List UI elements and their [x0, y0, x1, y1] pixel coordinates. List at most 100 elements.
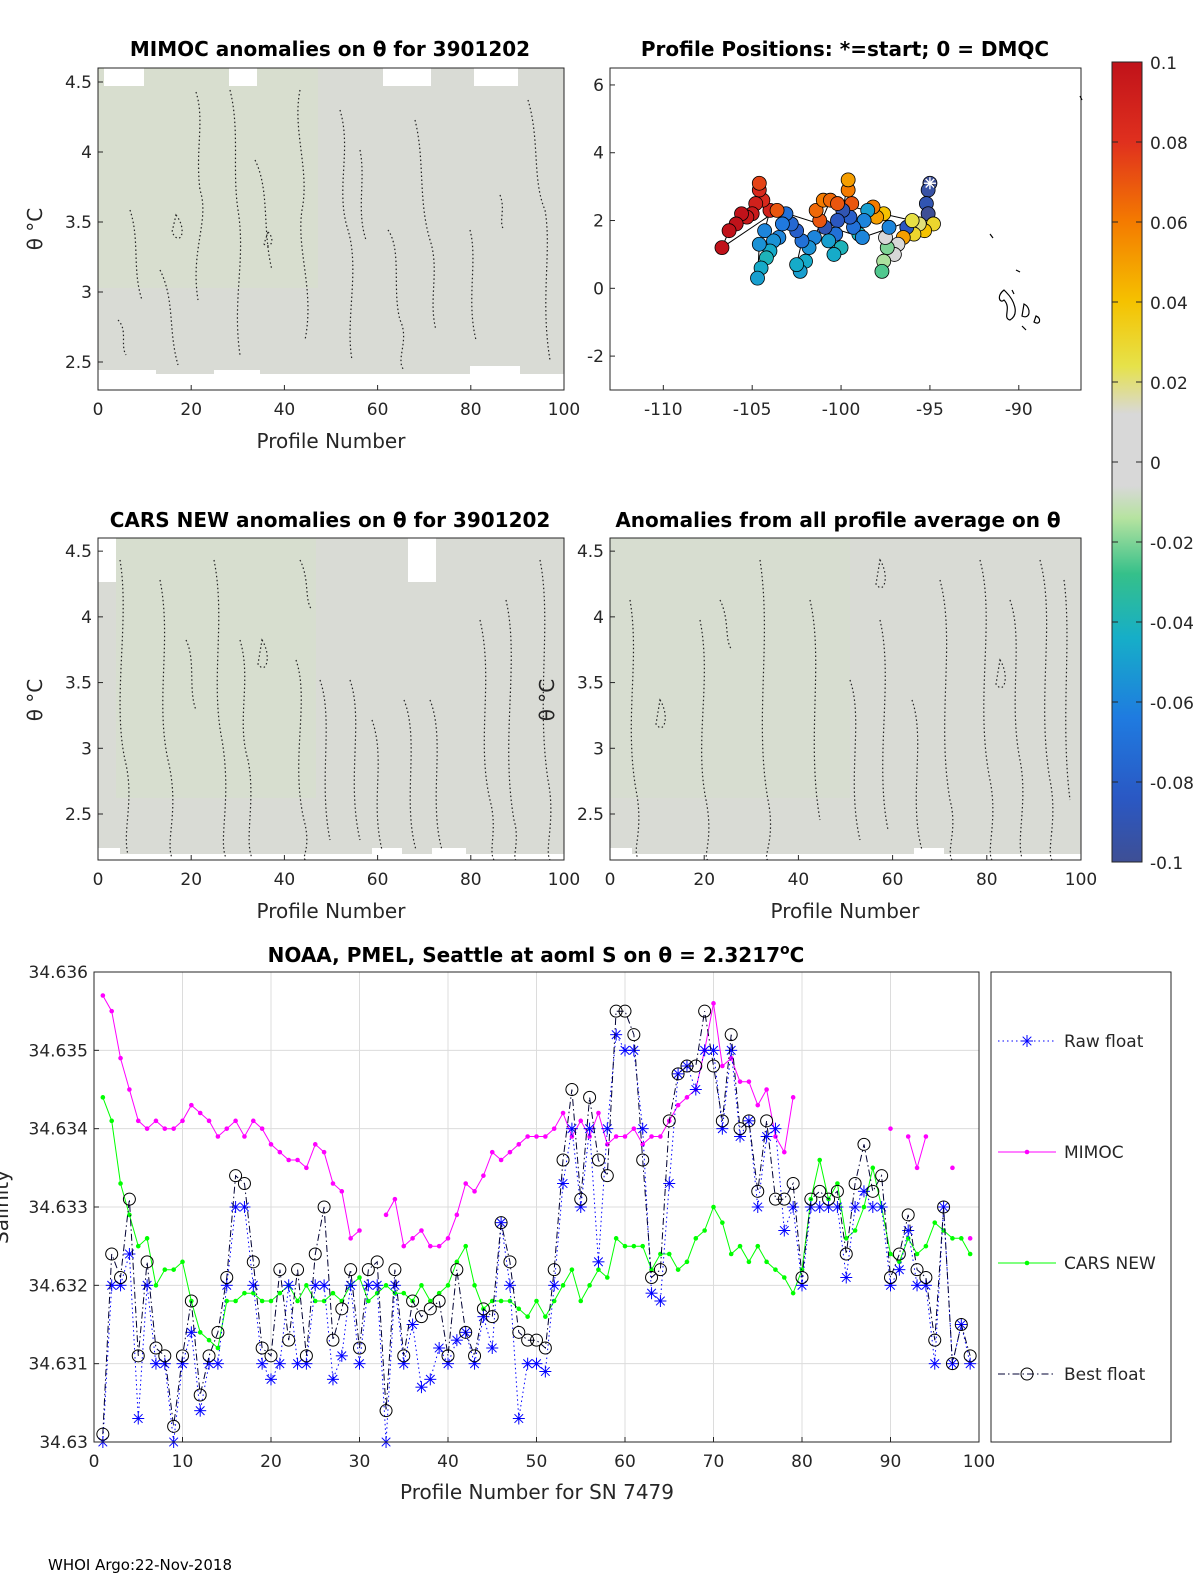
data-point-raw-float — [353, 1357, 366, 1370]
data-point-raw-float — [601, 1122, 614, 1135]
data-point-raw-float — [238, 1201, 251, 1213]
data-point-cars-new — [330, 1290, 336, 1296]
data-point-best-float — [583, 1090, 597, 1104]
data-point-best-float — [857, 1137, 871, 1151]
mimoc-gap — [104, 68, 144, 86]
mimoc-contours — [117, 89, 551, 371]
cars-xtick-label: 100 — [548, 870, 580, 890]
legend-item-mimoc: MIMOC — [998, 1143, 1124, 1163]
data-point-mimoc — [251, 1118, 256, 1124]
data-point-mimoc — [543, 1134, 548, 1139]
data-point-best-float — [591, 1153, 605, 1167]
data-point-best-float — [494, 1216, 508, 1230]
salinity-panel: NOAA, PMEL, Seattle at aoml S on θ = 2.3… — [0, 942, 1172, 1504]
data-point-mimoc — [428, 1243, 433, 1249]
data-point-best-float — [512, 1325, 526, 1339]
legend: Raw float MIMOC CARS NEW Best float — [990, 971, 1172, 1443]
data-point-raw-float — [928, 1357, 941, 1370]
positions-ytick-label: -2 — [587, 347, 604, 367]
data-point-best-float — [937, 1200, 951, 1214]
data-point-mimoc — [100, 993, 106, 998]
cars-xtick-label: 40 — [274, 870, 296, 890]
data-point-raw-float — [247, 1279, 260, 1292]
data-point-cars-new — [109, 1118, 114, 1124]
cars-ytick-label: 3.5 — [65, 674, 92, 694]
data-point-best-float — [353, 1341, 366, 1355]
footer-note: WHOI Argo:22-Nov-2018 — [48, 1556, 232, 1574]
data-point-mimoc — [171, 1126, 176, 1131]
data-point-best-float — [919, 1271, 933, 1284]
avg-gap — [914, 848, 944, 860]
data-point-mimoc — [268, 1142, 274, 1147]
data-point-best-float — [335, 1302, 349, 1316]
cars-ylabel: θ °C — [23, 679, 47, 722]
positions-ytick-label: 4 — [593, 144, 604, 164]
avg-xtick-label: 20 — [693, 870, 715, 890]
data-point-mimoc — [401, 1243, 407, 1249]
data-point-mimoc — [162, 1126, 168, 1131]
data-point-cars-new — [162, 1267, 168, 1272]
data-point-raw-float — [645, 1287, 658, 1300]
data-point-cars-new — [923, 1243, 929, 1249]
data-point-raw-float — [433, 1342, 446, 1354]
data-point-best-float — [707, 1059, 720, 1073]
data-point-cars-new — [428, 1298, 433, 1304]
data-point-best-float — [202, 1349, 216, 1363]
data-point-best-float — [149, 1341, 163, 1355]
data-point-cars-new — [861, 1204, 867, 1210]
data-point-best-float — [397, 1349, 411, 1363]
data-point-best-float — [698, 1004, 712, 1018]
avg-xtick-label: 40 — [788, 870, 810, 890]
data-point-cars-new — [507, 1298, 513, 1304]
data-point-cars-new — [622, 1243, 628, 1249]
data-point-best-float — [237, 1177, 251, 1190]
salinity-xtick-label: 70 — [703, 1452, 725, 1472]
data-point-cars-new — [197, 1330, 203, 1335]
data-point-best-float — [574, 1192, 588, 1206]
data-point-best-float — [246, 1255, 260, 1269]
profile-position-marker — [881, 219, 897, 235]
data-point-cars-new — [950, 1236, 955, 1241]
cars-title: CARS NEW anomalies on θ for 3901202 — [110, 508, 551, 532]
data-point-raw-float — [503, 1279, 516, 1292]
data-point-best-float — [786, 1177, 800, 1190]
series-line-best-float — [102, 1010, 971, 1435]
profile-position-marker — [751, 236, 767, 252]
data-point-raw-float — [840, 1271, 853, 1284]
data-point-best-float — [406, 1294, 420, 1308]
data-point-cars-new — [312, 1298, 318, 1304]
data-point-cars-new — [543, 1314, 548, 1319]
coastline — [989, 95, 1083, 331]
data-point-best-float — [875, 1169, 889, 1183]
data-point-mimoc — [613, 1134, 619, 1139]
data-point-raw-float — [512, 1412, 525, 1425]
data-point-best-float — [441, 1349, 455, 1363]
data-point-best-float — [768, 1192, 782, 1206]
data-point-raw-float — [849, 1201, 862, 1213]
data-point-mimoc — [888, 1126, 893, 1131]
data-point-raw-float — [689, 1083, 702, 1096]
mimoc-gap — [474, 68, 518, 86]
data-point-mimoc — [711, 1001, 716, 1006]
data-point-cars-new — [605, 1275, 610, 1280]
data-point-cars-new — [932, 1220, 938, 1225]
colorbar: 0.1 0.08 0.06 0.04 0.02 0 -0.02 -0.04 -0.06 -0.08… — [1111, 54, 1194, 874]
data-point-raw-float — [902, 1224, 915, 1237]
cars-gap — [408, 538, 436, 582]
data-point-best-float — [724, 1028, 738, 1042]
data-point-raw-float — [450, 1334, 463, 1347]
data-point-cars-new — [436, 1290, 442, 1296]
data-point-raw-float — [937, 1201, 950, 1213]
profile-position-marker — [750, 270, 765, 286]
data-point-raw-float — [415, 1381, 428, 1394]
positions-xtick-label: -100 — [822, 400, 861, 420]
data-point-cars-new — [728, 1251, 734, 1257]
avg-xtick-label: 0 — [605, 870, 616, 890]
profile-position-marker — [830, 196, 845, 211]
positions-axes — [609, 67, 1082, 391]
salinity-xtick-label: 90 — [880, 1452, 902, 1472]
data-point-cars-new — [782, 1275, 787, 1280]
data-point-best-float — [547, 1263, 561, 1277]
data-point-best-float — [751, 1184, 765, 1198]
colorbar-tick-label: 0 — [1150, 454, 1161, 474]
